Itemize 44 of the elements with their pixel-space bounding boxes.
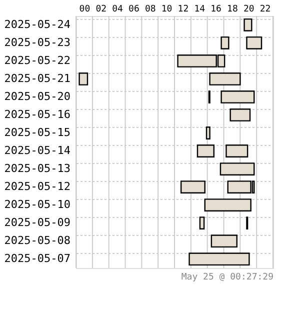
bar [210, 234, 238, 248]
x-tick-label: 18 [227, 4, 238, 14]
x-tick-label: 20 [243, 4, 254, 14]
x-tick-label: 14 [194, 4, 206, 14]
bar [188, 252, 250, 266]
bar [196, 144, 214, 158]
x-tick-label: 06 [128, 4, 140, 14]
y-tick-label: 2025-05-13 [4, 162, 70, 176]
bar [226, 144, 248, 158]
x-tick-label: 16 [210, 4, 222, 14]
x-tick-label: 04 [112, 4, 123, 14]
y-tick-label: 2025-05-16 [4, 108, 70, 121]
x-tick-label: 12 [178, 4, 189, 14]
bar [199, 216, 205, 230]
text: May 25 @ 00:27:29 [181, 272, 274, 282]
y-tick-label: 2025-05-08 [4, 234, 70, 248]
bar [246, 36, 262, 50]
y-tick-label: 2025-05-15 [4, 126, 70, 139]
bar [220, 90, 255, 104]
y-tick-label: 2025-05-14 [4, 144, 71, 158]
y-tick-label: 2025-05-20 [4, 90, 70, 103]
bar [220, 162, 255, 176]
x-tick-label: 02 [96, 4, 107, 14]
x-tick-label: 00 [79, 4, 90, 14]
y-tick-label: 2025-05-10 [4, 198, 70, 212]
bar [206, 126, 210, 140]
bar [78, 72, 88, 86]
bar [230, 108, 251, 122]
bar [180, 180, 206, 194]
y-tick-label: 2025-05-21 [4, 72, 70, 85]
y-tick-label: 2025-05-24 [4, 18, 71, 31]
y-tick-label: 2025-05-23 [4, 36, 70, 49]
bar [227, 180, 252, 194]
x-tick-label: 08 [144, 4, 156, 14]
x-tick-label: 10 [161, 4, 172, 14]
bar [204, 198, 252, 212]
x-tick-label: 22 [260, 4, 271, 14]
y-tick-label: 2025-05-12 [4, 180, 70, 194]
y-tick-label: 2025-05-07 [4, 252, 70, 266]
y-tick-label: 2025-05-09 [4, 216, 70, 230]
bar [209, 72, 241, 86]
bar [244, 18, 252, 32]
y-tick-label: 2025-05-22 [4, 54, 70, 67]
bar [220, 36, 230, 50]
